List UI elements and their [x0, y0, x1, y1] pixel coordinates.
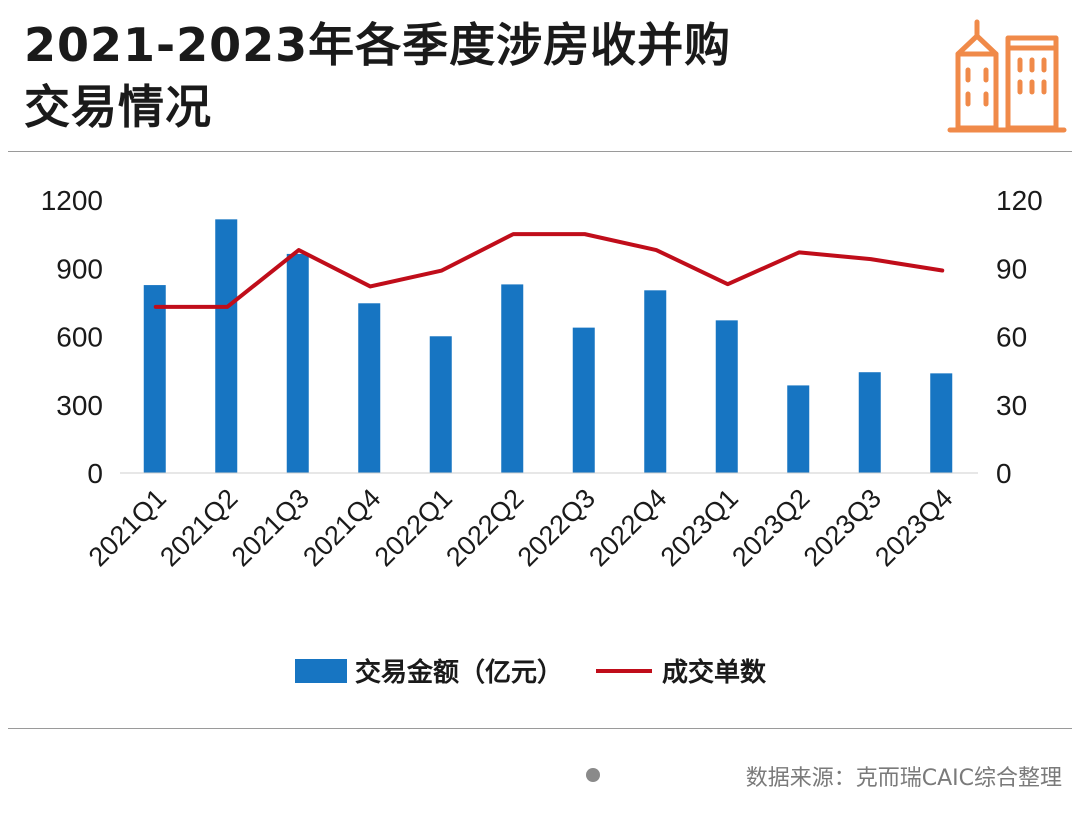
bar-2022Q2 — [501, 284, 524, 473]
y-left-tick-label: 1200 — [41, 185, 103, 216]
x-tick-label: 2022Q1 — [369, 483, 458, 572]
bullet-icon — [586, 768, 600, 782]
x-tick-label: 2023Q3 — [798, 483, 887, 572]
x-tick-label: 2023Q1 — [655, 483, 744, 572]
y-right-tick-label: 60 — [996, 322, 1027, 353]
y-left-tick-label: 600 — [56, 322, 103, 353]
bar-2022Q4 — [644, 290, 667, 473]
x-tick-label: 2021Q3 — [226, 483, 315, 572]
bar-2021Q2 — [215, 219, 238, 473]
x-tick-label: 2023Q2 — [726, 483, 815, 572]
x-tick-label: 2021Q4 — [297, 483, 386, 572]
x-tick-label: 2021Q1 — [83, 483, 172, 572]
page-title: 2021-2023年各季度涉房收并购 交易情况 — [24, 14, 884, 138]
source-note: 数据来源：克而瑞CAIC综合整理 — [745, 766, 1062, 791]
bar-2022Q1 — [429, 336, 452, 473]
bar-2023Q4 — [930, 373, 953, 473]
x-tick-label: 2021Q2 — [154, 483, 243, 572]
bar-2023Q2 — [787, 385, 810, 473]
building-icon — [947, 19, 1067, 133]
bar-2021Q3 — [286, 253, 309, 473]
title-line-1: 2021-2023年各季度涉房收并购 — [24, 18, 732, 72]
y-right-tick-label: 0 — [996, 458, 1012, 489]
bar-2021Q1 — [143, 285, 166, 473]
y-left-tick-label: 0 — [87, 458, 103, 489]
y-right-tick-label: 30 — [996, 390, 1027, 421]
bar-2023Q1 — [715, 320, 738, 473]
footer-divider — [8, 728, 1072, 729]
y-right-tick-label: 90 — [996, 253, 1027, 284]
legend-swatch-bar — [295, 659, 347, 683]
combo-chart: 0300600900120003060901202021Q12021Q22021… — [41, 185, 1043, 688]
bar-2022Q3 — [572, 327, 595, 473]
y-left-tick-label: 900 — [56, 253, 103, 284]
x-tick-label: 2022Q2 — [440, 483, 529, 572]
header-divider — [8, 151, 1072, 152]
bar-2021Q4 — [358, 303, 381, 473]
x-tick-label: 2022Q4 — [583, 483, 672, 572]
x-tick-label: 2023Q4 — [869, 483, 958, 572]
legend-label-line: 成交单数 — [662, 657, 767, 688]
y-right-tick-label: 120 — [996, 185, 1043, 216]
line-series-deal-count — [153, 232, 945, 309]
bar-2023Q3 — [858, 372, 881, 473]
y-left-tick-label: 300 — [56, 390, 103, 421]
x-tick-label: 2022Q3 — [512, 483, 601, 572]
legend-label-bar: 交易金额（亿元） — [355, 657, 563, 688]
title-line-2: 交易情况 — [24, 80, 212, 134]
